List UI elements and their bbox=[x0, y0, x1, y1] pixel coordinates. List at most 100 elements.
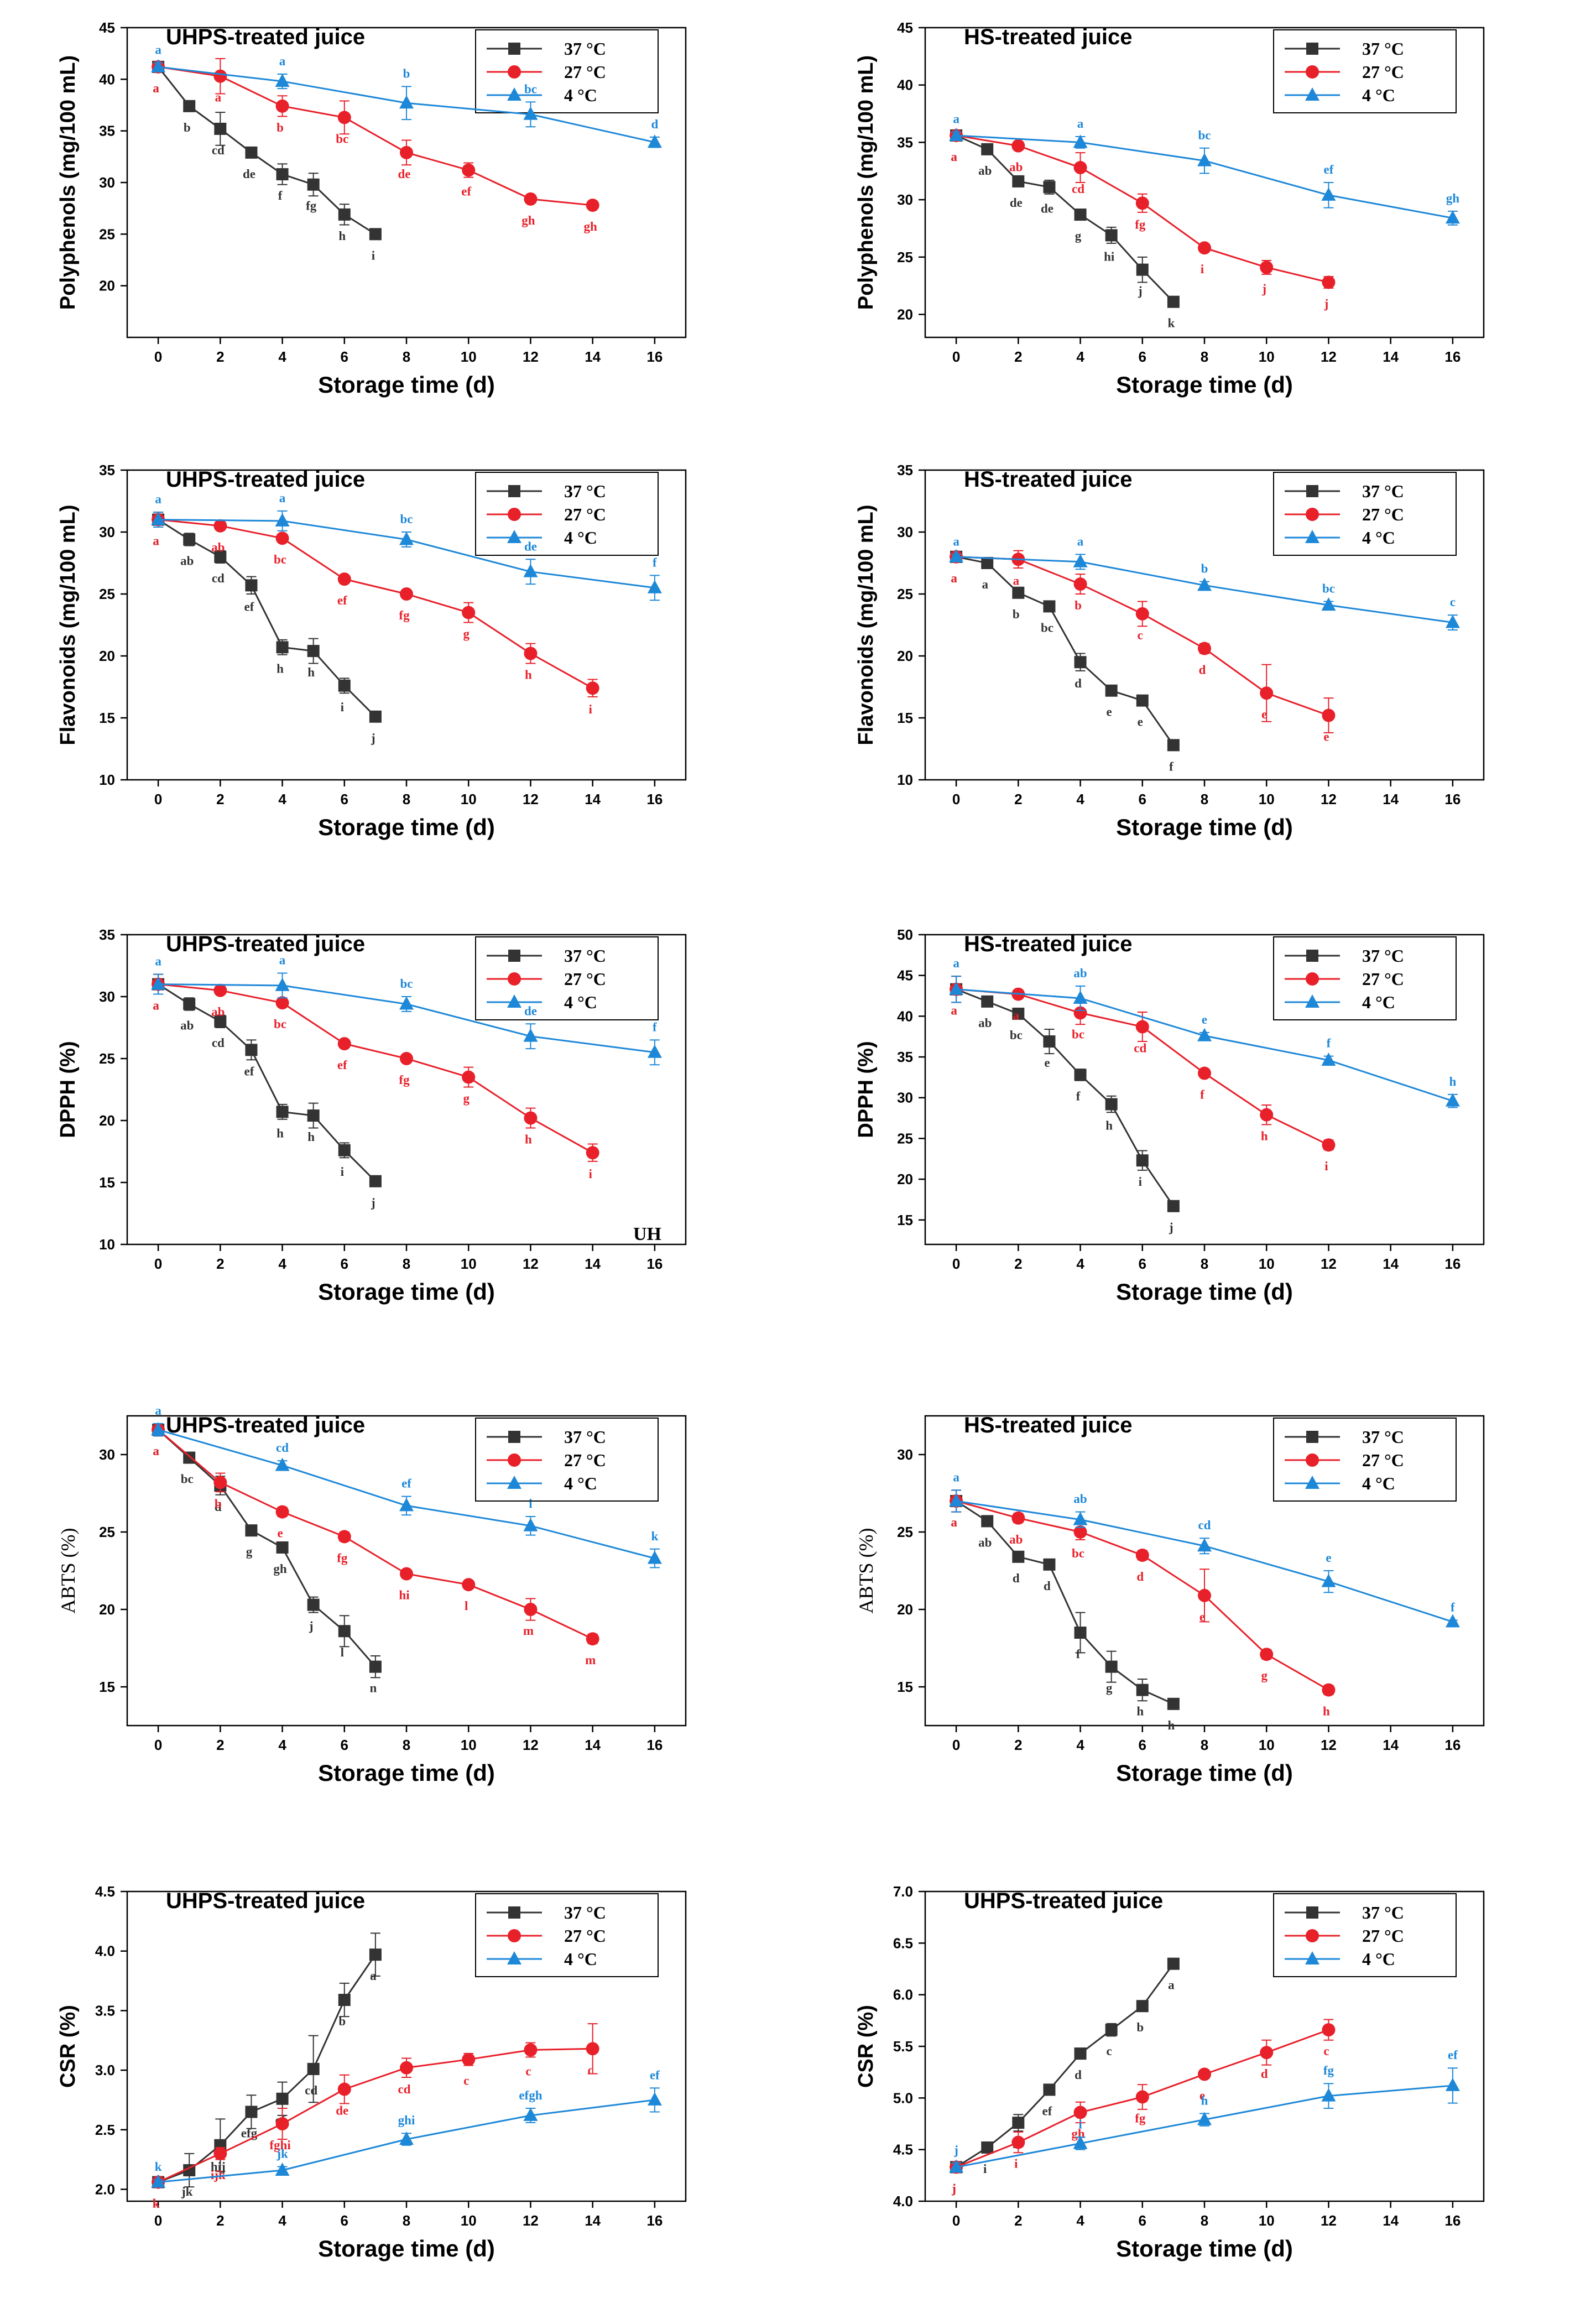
data-point bbox=[1197, 1538, 1212, 1552]
data-point bbox=[1073, 2135, 1088, 2149]
y-axis-label: CSR (%) bbox=[854, 2005, 878, 2088]
chart-panel-3: 0 2 4 6 8 10 12 14 16 10 15 20 25 30 35 Storage time (d… bbox=[0, 454, 798, 874]
y-tick-label: 20 bbox=[99, 648, 115, 664]
significance-label: j bbox=[1169, 1221, 1173, 1234]
data-point bbox=[1136, 1154, 1149, 1167]
significance-label: b bbox=[338, 2014, 346, 2028]
y-tick-label: 40 bbox=[897, 1008, 913, 1024]
significance-label: e bbox=[1326, 1551, 1331, 1565]
significance-label: ef bbox=[650, 2068, 660, 2082]
significance-label: ab bbox=[211, 540, 225, 554]
data-point bbox=[399, 95, 414, 109]
significance-label: l bbox=[465, 1599, 468, 1613]
significance-label: a bbox=[951, 571, 957, 585]
significance-label: de bbox=[243, 167, 255, 181]
legend-marker bbox=[1306, 65, 1319, 79]
data-point bbox=[1445, 1614, 1460, 1628]
chart-panel-7: 0 2 4 6 8 10 12 14 16 15 20 25 30 Storage time (d) ABT… bbox=[0, 1399, 798, 1820]
series-0: a ab bc e f h i j bbox=[950, 976, 1180, 1234]
legend-label-1: 27 °C bbox=[1362, 504, 1404, 524]
legend-marker bbox=[1306, 1431, 1318, 1443]
x-axis-label: Storage time (d) bbox=[1116, 2236, 1293, 2261]
data-point bbox=[245, 1044, 258, 1056]
data-point bbox=[523, 2107, 538, 2121]
data-point bbox=[981, 143, 994, 155]
significance-label: bc bbox=[336, 132, 348, 145]
significance-label: ef bbox=[337, 593, 347, 607]
data-point bbox=[1043, 600, 1056, 613]
y-tick-label: 45 bbox=[897, 967, 913, 984]
x-axis-label: Storage time (d) bbox=[318, 372, 495, 398]
data-point bbox=[1167, 1697, 1180, 1710]
significance-label: ef bbox=[337, 1058, 347, 1072]
data-point bbox=[183, 100, 196, 112]
series-2: a a b bc c bbox=[949, 534, 1460, 630]
x-tick-label: 16 bbox=[1444, 1737, 1461, 1753]
legend-marker bbox=[508, 950, 520, 962]
data-point bbox=[949, 127, 964, 141]
y-tick-label: 20 bbox=[99, 278, 115, 294]
x-tick-label: 4 bbox=[278, 348, 286, 365]
legend-label-0: 37 °C bbox=[1362, 1427, 1404, 1447]
significance-label: d bbox=[1136, 1570, 1144, 1583]
x-tick-label: 2 bbox=[216, 348, 224, 365]
data-point bbox=[1167, 739, 1180, 752]
y-tick-label: 30 bbox=[897, 1446, 913, 1463]
data-point bbox=[1011, 2135, 1025, 2149]
significance-label: h bbox=[1323, 1705, 1330, 1718]
x-tick-label: 6 bbox=[1139, 791, 1146, 807]
x-tick-label: 8 bbox=[403, 2212, 410, 2229]
data-point bbox=[1445, 2077, 1460, 2091]
x-tick-label: 6 bbox=[1139, 1737, 1146, 1753]
significance-label: a bbox=[153, 1444, 159, 1458]
significance-label: c bbox=[1323, 2044, 1329, 2058]
y-axis-label: Flavonoids (mg/100 mL) bbox=[56, 505, 80, 746]
y-axis-label: DPPH (%) bbox=[56, 1041, 80, 1138]
data-point bbox=[337, 1037, 351, 1051]
data-point bbox=[213, 1476, 227, 1489]
significance-label: a bbox=[1077, 534, 1084, 548]
data-point bbox=[245, 1524, 258, 1537]
x-tick-label: 16 bbox=[646, 1737, 663, 1753]
data-point bbox=[1136, 2000, 1149, 2013]
data-point bbox=[981, 995, 994, 1008]
data-point bbox=[1073, 990, 1088, 1004]
legend-label-1: 27 °C bbox=[564, 1450, 606, 1470]
significance-label: f bbox=[1327, 1036, 1331, 1050]
significance-label: ab bbox=[180, 1018, 194, 1032]
y-tick-label: 25 bbox=[897, 586, 913, 602]
legend-marker bbox=[508, 43, 520, 55]
data-point bbox=[338, 208, 351, 221]
data-point bbox=[1073, 1006, 1087, 1020]
significance-label: fg bbox=[399, 608, 410, 622]
data-point bbox=[949, 2159, 964, 2173]
legend-label-2: 4 °C bbox=[564, 85, 597, 105]
significance-label: a bbox=[1168, 1978, 1175, 1992]
chart-svg: 0 2 4 6 8 10 12 14 16 4.0 4.5 5.0 5.5 6.0 6.5 7.0 Storag… bbox=[854, 1883, 1485, 2261]
x-tick-label: 2 bbox=[1014, 791, 1022, 807]
x-tick-label: 2 bbox=[216, 791, 224, 807]
x-tick-label: 4 bbox=[1076, 1255, 1084, 1272]
significance-label: fg bbox=[1135, 217, 1146, 231]
legend-marker bbox=[508, 485, 520, 497]
legend-label-0: 37 °C bbox=[1362, 1903, 1404, 1922]
data-point bbox=[275, 1505, 289, 1519]
data-point bbox=[1260, 1648, 1274, 1661]
significance-label: c bbox=[1138, 628, 1143, 642]
chart-panel-8: 0 2 4 6 8 10 12 14 16 15 20 25 30 Storage time (d) ABT… bbox=[798, 1399, 1596, 1820]
data-point bbox=[275, 99, 289, 113]
series-1: a a b bc de ef gh gh bbox=[152, 58, 599, 233]
data-point bbox=[1012, 586, 1025, 599]
x-tick-label: 8 bbox=[403, 348, 410, 365]
data-point bbox=[1012, 175, 1025, 187]
significance-label: ef bbox=[1448, 2048, 1458, 2062]
significance-label: ab bbox=[1073, 966, 1087, 980]
series-0: a ab de de g hi j k bbox=[950, 129, 1180, 330]
data-point bbox=[524, 192, 538, 206]
y-tick-label: 35 bbox=[99, 123, 115, 139]
x-tick-label: 6 bbox=[341, 791, 348, 807]
x-tick-label: 14 bbox=[585, 1737, 601, 1753]
data-point bbox=[1198, 1066, 1211, 1080]
significance-label: cd bbox=[1134, 1041, 1146, 1055]
x-tick-label: 16 bbox=[646, 791, 663, 807]
